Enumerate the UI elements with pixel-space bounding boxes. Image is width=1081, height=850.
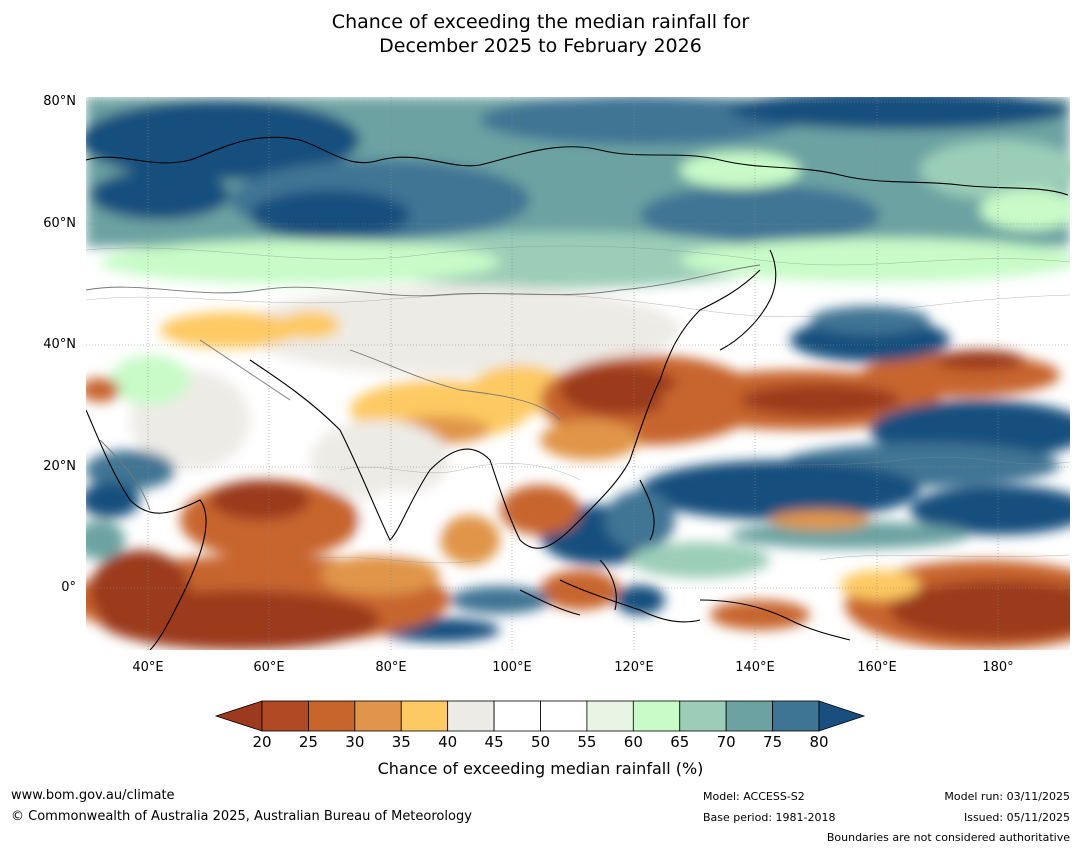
colorbar-tick-label: 20 (252, 733, 272, 751)
colorbar-tick-label: 45 (484, 733, 504, 751)
colorbar-tick-label: 55 (577, 733, 597, 751)
colorbar-box (586, 700, 634, 732)
colorbar-box (447, 700, 495, 732)
lon-label-100e: 100°E (492, 660, 532, 675)
colorbar-box (772, 700, 820, 732)
lat-label-20n: 20°N (43, 459, 76, 474)
lat-label-0: 0° (61, 580, 76, 595)
title-line-1: Chance of exceeding the median rainfall … (331, 11, 750, 33)
colorbar-tick-label: 50 (530, 733, 551, 751)
lon-label-120e: 120°E (614, 660, 654, 675)
colorbar-box (261, 700, 309, 732)
colorbar-title: Chance of exceeding median rainfall (%) (377, 759, 704, 778)
colorbar-tick-label: 40 (438, 733, 458, 751)
colorbar-tick-label: 75 (763, 733, 783, 751)
lat-label-60n: 60°N (43, 216, 76, 231)
graticule (86, 97, 1070, 650)
colorbar-tick-label: 70 (716, 733, 736, 751)
colorbar-tick-label: 80 (809, 733, 829, 751)
lon-label-140e: 140°E (735, 660, 775, 675)
lon-label-160e: 160°E (857, 660, 897, 675)
colorbar-over-arrow (818, 700, 866, 732)
colorbar-tick-label: 60 (623, 733, 643, 751)
lon-label-60e: 60°E (253, 660, 285, 675)
colorbar-box (354, 700, 402, 732)
footer-website[interactable]: www.bom.gov.au/climate (11, 788, 175, 803)
footer-disclaimer: Boundaries are not considered authoritat… (826, 831, 1070, 844)
chart-title: Chance of exceeding the median rainfall … (0, 10, 1081, 58)
colorbar-box (632, 700, 681, 732)
colorbar-box (308, 700, 356, 732)
colorbar-tick-label: 35 (391, 733, 411, 751)
lon-label-180: 180° (982, 660, 1014, 675)
rainfall-map (86, 97, 1070, 650)
lat-label-40n: 40°N (43, 337, 76, 352)
colorbar-box (540, 700, 588, 732)
lon-label-40e: 40°E (132, 660, 164, 675)
footer-issued: Issued: 05/11/2025 (963, 811, 1070, 824)
colorbar-tick-label: 30 (345, 733, 365, 751)
colorbar-box (493, 700, 541, 732)
footer-model: Model: ACCESS-S2 (703, 790, 805, 803)
title-line-2: December 2025 to February 2026 (379, 35, 702, 57)
colorbar-box (400, 700, 449, 732)
colorbar-tick-label: 65 (670, 733, 690, 751)
footer-base-period: Base period: 1981-2018 (703, 811, 836, 824)
colorbar-under-arrow (214, 700, 263, 732)
colorbar-box (725, 700, 773, 732)
map-field (86, 97, 1070, 650)
lat-label-80n: 80°N (43, 94, 76, 109)
footer-copyright: © Commonwealth of Australia 2025, Austra… (11, 809, 472, 824)
lon-label-80e: 80°E (375, 660, 407, 675)
footer-model-run: Model run: 03/11/2025 (944, 790, 1070, 803)
colorbar-tick-label: 25 (298, 733, 318, 751)
colorbar-box (679, 700, 727, 732)
